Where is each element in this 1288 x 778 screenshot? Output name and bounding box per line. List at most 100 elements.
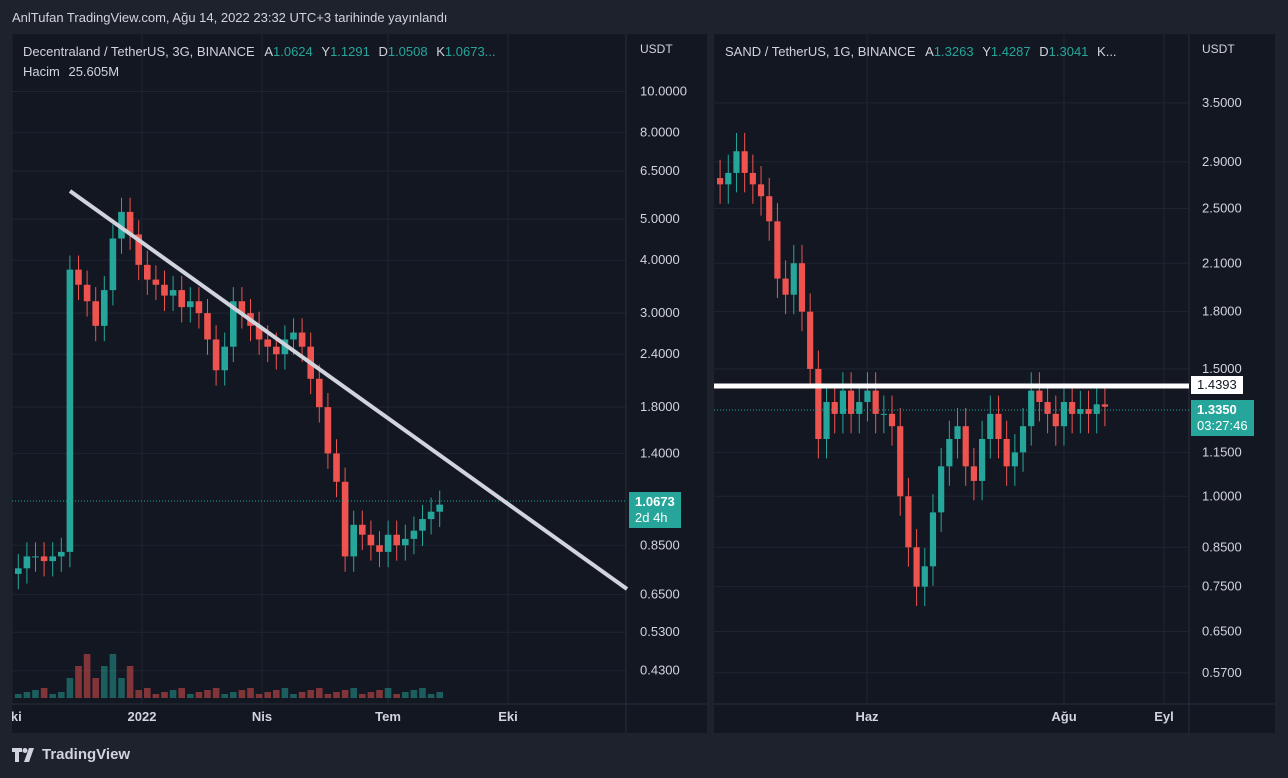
- volume-bar: [376, 690, 383, 698]
- volume-bar: [419, 688, 426, 698]
- candle-body: [897, 426, 904, 497]
- volume-bar: [427, 694, 435, 698]
- volume-bar: [367, 692, 375, 698]
- candle-body: [962, 426, 969, 467]
- candle-body: [946, 439, 953, 467]
- volume-bar: [101, 666, 108, 698]
- volume-bar: [135, 690, 142, 698]
- volume-bar: [238, 690, 246, 698]
- candle-body: [1085, 409, 1092, 414]
- left-chart-panel[interactable]: 10.0000 8.0000 6.5000 5.0000 4.0000 3.0000 2.4…: [12, 34, 707, 733]
- candle-body: [204, 313, 211, 340]
- candle-body: [782, 278, 789, 295]
- brand-label: TradingView: [42, 746, 131, 763]
- volume-bar: [255, 694, 263, 698]
- volume-bar: [126, 666, 134, 698]
- left-high: 1.1291: [330, 44, 370, 59]
- candle-body: [757, 184, 765, 197]
- candle-body: [921, 566, 928, 587]
- candle-body: [954, 426, 961, 440]
- candle-body: [749, 172, 756, 185]
- candle-body: [1060, 402, 1068, 427]
- candle-body: [1052, 413, 1059, 427]
- volume-label: Hacim: [23, 64, 60, 79]
- candle-body: [75, 269, 82, 285]
- right-unit-label: USDT: [1202, 42, 1235, 56]
- volume-bar: [83, 654, 91, 698]
- y-tick-label: 6.5000: [640, 163, 680, 178]
- y-tick-label: 0.5300: [640, 624, 680, 639]
- left-chart-canvas[interactable]: 10.0000 8.0000 6.5000 5.0000 4.0000 3.0000 2.4…: [12, 34, 707, 733]
- candle-body: [273, 346, 280, 355]
- volume-bar: [264, 692, 271, 698]
- x-tick-label: Haz: [855, 709, 879, 724]
- candle-body: [888, 413, 896, 427]
- left-low: 1.0508: [387, 44, 428, 59]
- volume-bar: [109, 654, 117, 698]
- candle-body: [298, 332, 306, 347]
- volume-bar: [32, 690, 39, 698]
- volume-bar: [402, 692, 409, 698]
- volume-bar: [410, 690, 418, 698]
- candle-body: [864, 390, 871, 403]
- candle-body: [92, 301, 99, 326]
- candle-body: [979, 439, 986, 481]
- right-low: 1.3041: [1048, 44, 1089, 59]
- candle-body: [230, 301, 237, 347]
- volume-bar: [212, 688, 220, 698]
- y-tick-label: 1.8000: [640, 399, 680, 414]
- candle-body: [436, 504, 443, 512]
- candle-body: [221, 346, 228, 371]
- volume-bar: [187, 694, 194, 698]
- candle-body: [929, 512, 937, 567]
- candle-body: [15, 568, 22, 574]
- y-tick-label: 1.5000: [1202, 361, 1242, 376]
- x-tick-label: Eki: [498, 709, 518, 724]
- candle-body: [987, 413, 994, 440]
- volume-bar: [75, 666, 82, 698]
- volume-bar: [393, 694, 400, 698]
- candle-body: [49, 556, 56, 562]
- candle-body: [1036, 390, 1043, 403]
- candle-body: [766, 196, 773, 222]
- right-chart-canvas[interactable]: 3.5000 2.9000 2.5000 2.1000 1.8000 1.5000 1.15…: [714, 34, 1275, 733]
- y-tick-label: 1.0000: [1202, 488, 1242, 503]
- y-tick-label: 8.0000: [640, 125, 680, 140]
- y-tick-label: 2.4000: [640, 346, 680, 361]
- candle-body: [118, 211, 125, 239]
- y-tick-label: 0.6500: [640, 587, 680, 602]
- candle-body: [823, 402, 830, 440]
- volume-bar: [58, 692, 65, 698]
- candle-body: [264, 339, 271, 347]
- y-tick-label: 0.4300: [640, 663, 680, 678]
- candle-body: [316, 378, 323, 408]
- volume-bar: [144, 688, 151, 698]
- candle-body: [238, 301, 246, 314]
- right-chart-panel[interactable]: 3.5000 2.9000 2.5000 2.1000 1.8000 1.5000 1.15…: [714, 34, 1275, 733]
- y-tick-label: 1.4000: [640, 445, 680, 460]
- descending-trendline[interactable]: [68, 189, 629, 591]
- candle-body: [341, 481, 349, 557]
- volume-bar: [178, 688, 185, 698]
- candle-body: [187, 301, 194, 308]
- volume-value: 25.605M: [68, 64, 120, 79]
- right-close: ...: [1105, 44, 1117, 59]
- left-symbol: Decentraland / TetherUS, 3G, BINANCE: [23, 44, 255, 59]
- candle-body: [23, 556, 31, 569]
- published-header: AnlTufan TradingView.com, Ağu 14, 2022 2…: [12, 10, 448, 25]
- tradingview-logo-icon: [12, 747, 34, 762]
- candle-body: [807, 311, 814, 369]
- candle-body: [839, 390, 846, 414]
- volume-bar: [350, 688, 357, 698]
- y-tick-label: 1.8000: [1202, 304, 1242, 319]
- tradingview-logo[interactable]: TradingView: [12, 746, 130, 763]
- candle-body: [376, 545, 383, 552]
- candle-body: [1003, 439, 1010, 467]
- volume-bar: [169, 690, 177, 698]
- candle-body: [83, 284, 91, 302]
- candle-body: [790, 263, 797, 295]
- volume-bar: [359, 694, 366, 698]
- y-tick-label: 10.0000: [640, 84, 687, 99]
- volume-bar: [307, 690, 314, 698]
- right-high: 1.4287: [990, 44, 1031, 59]
